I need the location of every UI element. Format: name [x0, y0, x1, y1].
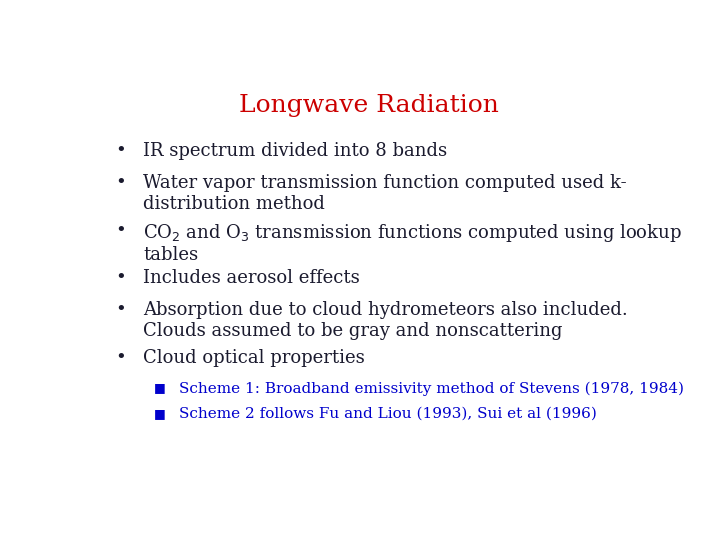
Text: Longwave Radiation: Longwave Radiation — [239, 94, 499, 117]
Text: Includes aerosol effects: Includes aerosol effects — [143, 269, 360, 287]
Text: •: • — [115, 349, 126, 367]
Text: ■: ■ — [154, 381, 166, 394]
Text: Scheme 2 follows Fu and Liou (1993), Sui et al (1996): Scheme 2 follows Fu and Liou (1993), Sui… — [179, 407, 597, 421]
Text: ■: ■ — [154, 407, 166, 420]
Text: Cloud optical properties: Cloud optical properties — [143, 349, 365, 367]
Text: •: • — [115, 174, 126, 192]
Text: •: • — [115, 269, 126, 287]
Text: IR spectrum divided into 8 bands: IR spectrum divided into 8 bands — [143, 141, 447, 160]
Text: Water vapor transmission function computed used k-
distribution method: Water vapor transmission function comput… — [143, 174, 626, 213]
Text: CO$_2$ and O$_3$ transmission functions computed using lookup
tables: CO$_2$ and O$_3$ transmission functions … — [143, 221, 682, 265]
Text: •: • — [115, 301, 126, 319]
Text: •: • — [115, 221, 126, 240]
Text: Scheme 1: Broadband emissivity method of Stevens (1978, 1984): Scheme 1: Broadband emissivity method of… — [179, 381, 684, 396]
Text: Absorption due to cloud hydrometeors also included.
Clouds assumed to be gray an: Absorption due to cloud hydrometeors als… — [143, 301, 628, 340]
Text: •: • — [115, 141, 126, 160]
